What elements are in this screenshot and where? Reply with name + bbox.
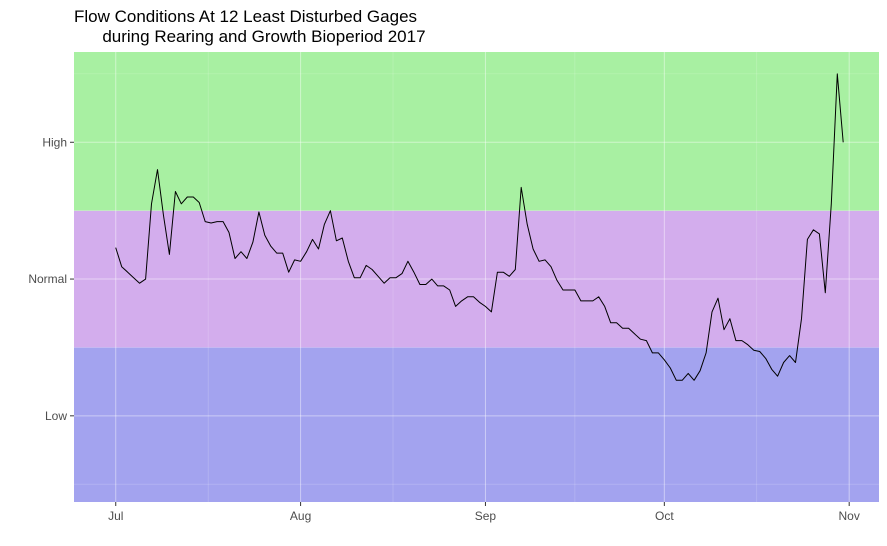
y-tick-label-high: High [42,135,67,149]
chart-title: Flow Conditions At 12 Least Disturbed Ga… [74,7,426,46]
band-high [74,52,879,211]
grid-lines [74,52,879,502]
x-tick-label-aug: Aug [290,509,311,523]
x-tick-label-nov: Nov [839,509,860,523]
x-axis: Jul Aug Sep Oct Nov [108,502,860,523]
x-tick-label-jul: Jul [108,509,123,523]
y-tick-label-normal: Normal [28,272,67,286]
condition-bands [74,52,879,502]
y-tick-label-low: Low [45,409,67,423]
series-line-0 [115,73,844,381]
x-tick-label-sep: Sep [475,509,497,523]
band-low [74,347,879,502]
x-tick-label-oct: Oct [655,509,674,523]
line-layer [115,73,844,381]
band-normal [74,210,879,348]
y-axis: Low Normal High [28,135,74,423]
